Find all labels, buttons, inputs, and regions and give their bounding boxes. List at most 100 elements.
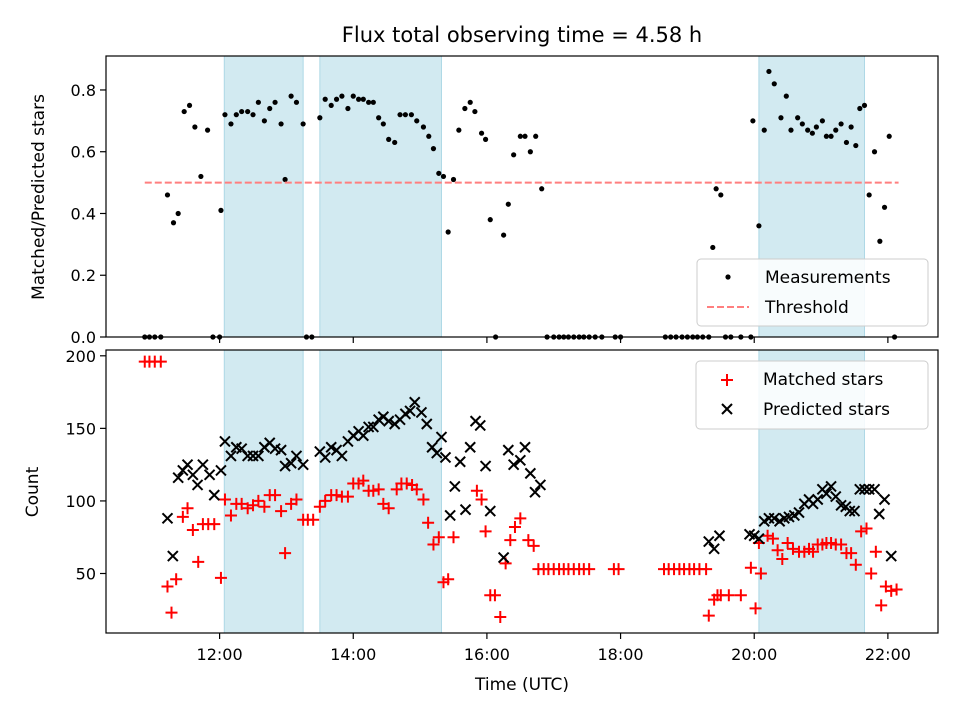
bottom-y-tick-label: 50	[76, 564, 96, 583]
measurement-point	[420, 124, 427, 130]
matched-star-point	[527, 539, 540, 552]
measurement-point	[799, 121, 805, 127]
measurement-point	[436, 170, 442, 176]
predicted-star-point	[161, 512, 174, 525]
chart-title: Flux total observing time = 4.58 h	[342, 23, 702, 47]
matched-star-point	[330, 489, 343, 502]
predicted-star-point	[444, 509, 456, 522]
measurement-point	[233, 112, 239, 118]
measurement-point	[823, 133, 829, 139]
predicted-star-point	[793, 506, 805, 519]
predicted-star-point	[484, 505, 496, 517]
predicted-star-point	[225, 450, 237, 462]
predicted-star-point	[858, 483, 871, 496]
legend-matched-label: Matched stars	[763, 370, 883, 390]
measurement-point	[261, 118, 267, 124]
top-y-tick-label: 0.2	[71, 266, 96, 285]
matched-star-point	[170, 573, 183, 586]
x-tick-label: 18:00	[598, 645, 644, 664]
matched-star-point	[400, 477, 413, 490]
measurement-point	[328, 102, 334, 109]
matched-star-point	[161, 580, 174, 593]
top-plot-frame	[105, 55, 939, 338]
measurement-point	[467, 99, 473, 105]
matched-star-point	[845, 547, 858, 560]
bottom-y-tick-label: 150	[65, 419, 96, 438]
bottom-shaded-interval	[223, 349, 304, 634]
measurement-point	[771, 81, 777, 87]
measurement-point	[376, 115, 382, 121]
measurement-point	[871, 149, 878, 155]
measurement-point	[766, 68, 772, 75]
bottom-shaded-interval	[319, 349, 442, 634]
predicted-star-point	[524, 467, 537, 480]
x-tick-label: 14:00	[330, 645, 376, 664]
predicted-star-point	[708, 543, 720, 555]
predicted-star-point	[830, 490, 842, 503]
matched-star-point	[504, 534, 517, 547]
measurement-point	[795, 115, 801, 121]
matched-star-point	[865, 567, 878, 580]
predicted-star-point	[703, 535, 715, 548]
measurement-point	[761, 127, 767, 133]
predicted-star-point	[848, 505, 861, 517]
matched-star-point	[447, 531, 460, 544]
predicted-star-point	[357, 429, 369, 442]
matched-star-point	[749, 602, 762, 615]
top-y-tick-label: 0.8	[71, 81, 96, 100]
matched-star-point	[410, 483, 423, 496]
matched-star-point	[422, 516, 435, 529]
predicted-star-point	[435, 431, 448, 443]
x-tick-label: 16:00	[464, 645, 510, 664]
measurement-point	[350, 93, 356, 99]
measurement-point	[718, 192, 724, 198]
legend-predicted-marker	[721, 403, 733, 415]
predicted-star-point	[409, 396, 421, 408]
matched-star-point	[761, 529, 774, 542]
x-tick-label: 20:00	[731, 645, 777, 664]
measurement-point	[517, 133, 523, 139]
predicted-star-point	[285, 457, 297, 469]
matched-star-point	[522, 534, 535, 547]
measurement-point	[181, 108, 187, 115]
matched-star-point	[241, 502, 254, 515]
matched-star-point	[766, 532, 779, 545]
predicted-star-point	[514, 454, 527, 467]
predicted-star-point	[336, 450, 348, 462]
legend-measurements-label: Measurements	[765, 268, 891, 288]
measurement-point	[783, 93, 789, 99]
measurement-point	[245, 108, 251, 115]
matched-star-point	[290, 493, 303, 506]
matched-star-point	[807, 545, 820, 558]
predicted-star-point	[507, 458, 520, 471]
matched-star-point	[849, 558, 862, 571]
measurement-point	[267, 105, 273, 112]
predicted-star-point	[404, 405, 416, 417]
matched-star-point	[488, 589, 501, 602]
measurement-point	[222, 112, 228, 118]
matched-star-point	[776, 552, 789, 565]
predicted-star-point	[382, 415, 395, 427]
predicted-star-point	[181, 458, 194, 471]
matched-star-point	[258, 500, 271, 513]
measurement-point	[713, 186, 719, 192]
matched-star-point	[235, 497, 248, 510]
predicted-star-point	[219, 435, 231, 448]
measurement-point	[750, 118, 756, 124]
predicted-star-point	[297, 458, 309, 471]
measurement-point	[366, 99, 372, 105]
measurement-point	[218, 207, 224, 213]
predicted-star-point	[474, 419, 486, 432]
predicted-star-point	[367, 421, 380, 433]
measurement-point	[250, 112, 256, 118]
bottom-y-tick-label: 100	[65, 492, 96, 511]
x-tick-label: 12:00	[197, 645, 243, 664]
matched-star-point	[700, 563, 713, 576]
matched-star-point	[722, 589, 735, 602]
matched-star-point	[583, 563, 596, 576]
predicted-star-point	[252, 450, 265, 462]
predicted-star-point	[319, 451, 331, 464]
measurement-point	[255, 99, 261, 105]
predicted-star-point	[519, 441, 531, 453]
